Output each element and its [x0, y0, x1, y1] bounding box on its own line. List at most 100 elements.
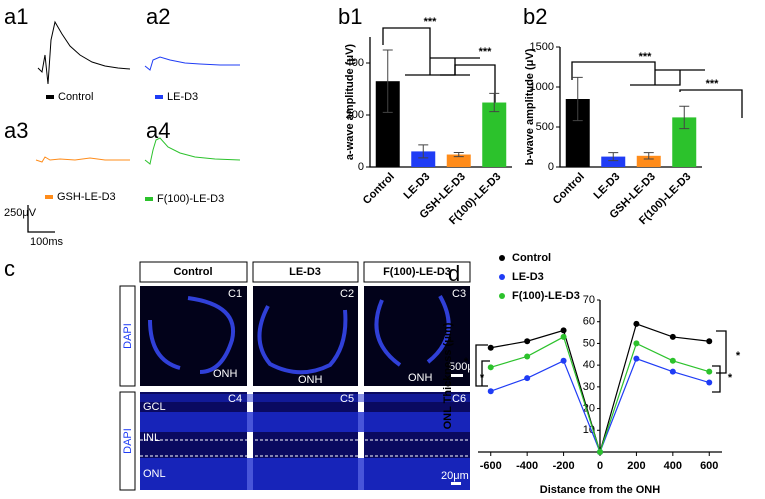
- scale-label: 100ms: [30, 236, 64, 248]
- image: [140, 286, 247, 386]
- column-header: [252, 261, 359, 283]
- legend-marker: [499, 274, 505, 280]
- bracket: [712, 330, 727, 393]
- panel-label: a3: [4, 118, 28, 143]
- legend-label: F(100)-LE-D3: [157, 193, 224, 205]
- column-title: Control: [173, 266, 212, 278]
- column-title: LE-D3: [289, 266, 321, 278]
- point: [524, 353, 531, 360]
- x-tick-label: -600: [480, 460, 502, 472]
- scale-label: 20μm: [441, 470, 469, 482]
- error-bar: [572, 76, 583, 122]
- y-tick-label: 400: [346, 57, 364, 69]
- bracket: [440, 64, 496, 120]
- y-tick-label: 50: [583, 337, 595, 349]
- layer-band: [140, 394, 470, 402]
- panel-label: a2: [146, 4, 170, 29]
- y-tick-label: 60: [583, 316, 595, 328]
- image-panel: c Control LE-D3 F(100)-LE-D3 DAPI DAPI O…: [4, 256, 483, 491]
- error-bar: [453, 151, 464, 158]
- y-axis-label: ONL Thickness (μm): [442, 322, 454, 429]
- x-tick-label: 400: [664, 460, 682, 472]
- x-tick-label: LE-D3: [401, 171, 432, 202]
- trace: [144, 137, 241, 165]
- x-tick-label: 0: [597, 460, 603, 472]
- y-axis-label: b-wave amplitude (μV): [524, 48, 536, 165]
- scale-bar: [451, 482, 461, 485]
- point: [633, 340, 640, 347]
- legend-marker: [499, 255, 505, 261]
- y-tick-label: 70: [583, 294, 595, 306]
- bracket: [679, 89, 743, 118]
- error-bar: [608, 152, 619, 162]
- bracket: [382, 27, 480, 76]
- stain-label: DAPI: [122, 428, 134, 454]
- trace: [35, 156, 130, 163]
- sub-label: C2: [340, 288, 354, 300]
- column-title: F(100)-LE-D3: [383, 266, 451, 278]
- bar: [482, 102, 507, 167]
- y-tick-label: 1000: [530, 81, 554, 93]
- legend-swatch: [46, 95, 54, 99]
- point: [706, 338, 713, 345]
- y-tick-label: 1500: [530, 41, 554, 53]
- y-tick-label: 40: [583, 359, 595, 371]
- layer-label: ONL: [143, 468, 166, 480]
- scale-label: 250μV: [4, 207, 37, 219]
- scale-bar: [27, 205, 55, 233]
- legend-label: F(100)-LE-D3: [512, 290, 580, 302]
- error-bar: [382, 49, 393, 113]
- bar: [411, 151, 436, 167]
- bracket: [571, 61, 705, 86]
- x-axis-label: Distance from the ONH: [540, 484, 660, 496]
- legend-label: LE-D3: [167, 91, 198, 103]
- retina: [148, 296, 236, 374]
- point: [487, 388, 494, 395]
- x-tick-label: 600: [700, 460, 718, 472]
- onh-label: ONH: [298, 374, 323, 386]
- point: [524, 338, 531, 345]
- x-tick-label: Control: [551, 171, 587, 207]
- significance: ***: [479, 46, 493, 58]
- onh-label: ONH: [213, 368, 238, 380]
- scale-label: 500μm: [449, 361, 483, 373]
- legend-label: GSH-LE-D3: [57, 191, 116, 203]
- y-tick-label: 30: [583, 381, 595, 393]
- image: [253, 286, 358, 386]
- stain-box: [119, 285, 136, 387]
- significance: ***: [706, 78, 720, 90]
- significance: *: [736, 350, 741, 362]
- point: [560, 327, 567, 334]
- significance: ***: [424, 16, 438, 28]
- bar: [636, 155, 661, 167]
- point: [669, 368, 676, 375]
- point: [487, 344, 494, 351]
- point: [487, 364, 494, 371]
- layer-band: [140, 412, 470, 432]
- y-tick-label: 200: [346, 109, 364, 121]
- panel-label: b1: [338, 4, 362, 29]
- traces: a1 a2 a3 a4 Control LE-D3 GSH-LE-D3 F(10…: [4, 4, 241, 248]
- scale-bar: [451, 374, 463, 377]
- x-tick-label: 200: [627, 460, 645, 472]
- bracket: [475, 344, 490, 387]
- stain-label: DAPI: [122, 323, 134, 349]
- point: [524, 375, 531, 382]
- significance: *: [464, 356, 469, 368]
- point: [669, 357, 676, 364]
- point: [706, 368, 713, 375]
- panel-label: b2: [523, 4, 547, 29]
- significance: *: [728, 372, 733, 384]
- point: [706, 379, 713, 386]
- legend-marker: [499, 293, 505, 299]
- x-tick-label: -400: [516, 460, 538, 472]
- layer-label: GCL: [143, 401, 166, 413]
- y-tick-label: 0: [358, 161, 364, 173]
- legend-label: Control: [58, 91, 93, 103]
- error-bar: [643, 152, 654, 160]
- trace: [37, 20, 131, 85]
- panel-label: c: [4, 256, 15, 281]
- layer-band: [140, 458, 470, 490]
- stain-box: [119, 391, 136, 491]
